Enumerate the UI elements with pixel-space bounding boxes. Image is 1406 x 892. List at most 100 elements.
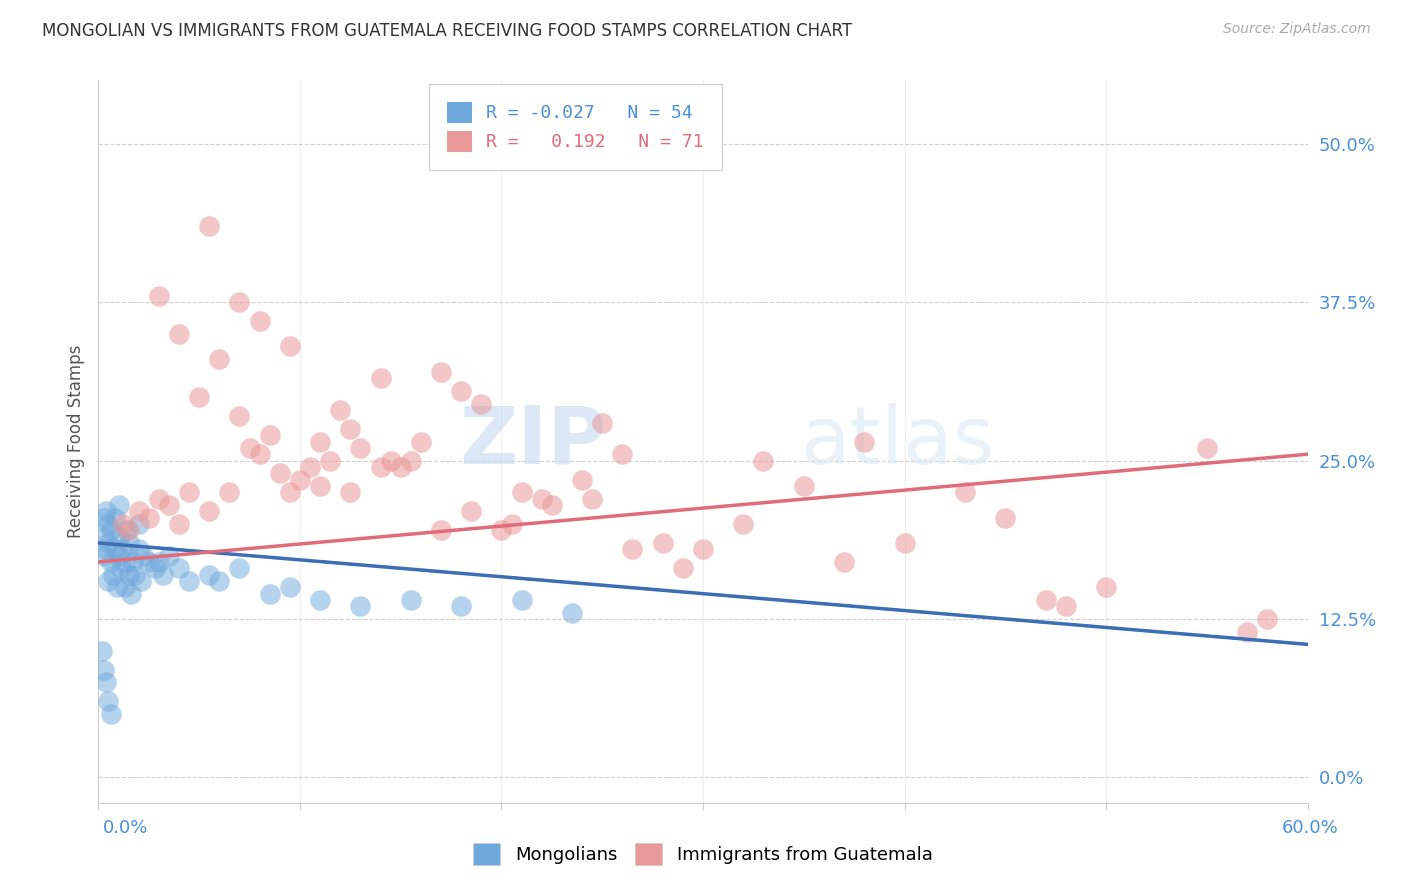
Point	[380, 453, 402, 467]
Point	[167, 561, 190, 575]
Point	[143, 561, 166, 575]
Legend: Mongolians, Immigrants from Guatemala: Mongolians, Immigrants from Guatemala	[464, 834, 942, 874]
Point	[107, 549, 129, 563]
Point	[259, 587, 281, 601]
Point	[752, 453, 775, 467]
Point	[188, 390, 211, 404]
Point	[450, 384, 472, 398]
Point	[152, 567, 174, 582]
Point	[121, 555, 143, 569]
Point	[101, 567, 124, 582]
Point	[239, 441, 262, 455]
Point	[450, 599, 472, 614]
Point	[218, 485, 240, 500]
Point	[692, 542, 714, 557]
Point	[733, 516, 755, 531]
Point	[1035, 593, 1057, 607]
Point	[138, 555, 160, 569]
Point	[97, 694, 120, 708]
Point	[651, 536, 673, 550]
Point	[100, 707, 122, 722]
Point	[591, 416, 613, 430]
Text: 0.0%: 0.0%	[103, 819, 148, 837]
Point	[349, 441, 371, 455]
Point	[501, 516, 523, 531]
Y-axis label: Receiving Food Stamps: Receiving Food Stamps	[66, 345, 84, 538]
Text: atlas: atlas	[800, 402, 994, 481]
Point	[339, 422, 361, 436]
Point	[105, 580, 128, 594]
Point	[278, 339, 301, 353]
Point	[138, 510, 160, 524]
Point	[179, 485, 201, 500]
Point	[430, 365, 453, 379]
Point	[309, 593, 332, 607]
Point	[1256, 612, 1278, 626]
Point	[470, 396, 492, 410]
Point	[389, 459, 412, 474]
Text: Source: ZipAtlas.com: Source: ZipAtlas.com	[1223, 22, 1371, 37]
Point	[129, 574, 152, 588]
Point	[561, 606, 583, 620]
Point	[510, 485, 533, 500]
Point	[953, 485, 976, 500]
Point	[107, 530, 129, 544]
Point	[91, 643, 114, 657]
Point	[621, 542, 644, 557]
Point	[132, 549, 155, 563]
Point	[118, 523, 141, 537]
Point	[100, 555, 122, 569]
Point	[110, 561, 132, 575]
Point	[853, 434, 876, 449]
Point	[208, 574, 231, 588]
Point	[530, 491, 553, 506]
Text: 60.0%: 60.0%	[1282, 819, 1339, 837]
Point	[893, 536, 915, 550]
Point	[319, 453, 342, 467]
Text: MONGOLIAN VS IMMIGRANTS FROM GUATEMALA RECEIVING FOOD STAMPS CORRELATION CHART: MONGOLIAN VS IMMIGRANTS FROM GUATEMALA R…	[42, 22, 852, 40]
Point	[309, 479, 332, 493]
Point	[1095, 580, 1118, 594]
Point	[114, 580, 136, 594]
Point	[399, 593, 422, 607]
Point	[309, 434, 332, 449]
Point	[198, 219, 221, 233]
Point	[269, 467, 291, 481]
Point	[249, 314, 271, 328]
Point	[97, 536, 120, 550]
Point	[1236, 624, 1258, 639]
Point	[111, 516, 134, 531]
Point	[93, 510, 115, 524]
Point	[994, 510, 1017, 524]
Point	[118, 536, 141, 550]
Point	[100, 523, 122, 537]
Point	[103, 542, 125, 557]
Point	[128, 542, 150, 557]
Point	[832, 555, 855, 569]
Point	[120, 587, 142, 601]
Point	[399, 453, 422, 467]
Point	[179, 574, 201, 588]
Point	[278, 580, 301, 594]
Text: ZIP: ZIP	[458, 402, 606, 481]
Point	[93, 663, 115, 677]
Point	[93, 549, 115, 563]
Point	[370, 459, 392, 474]
Point	[198, 567, 221, 582]
Point	[114, 555, 136, 569]
Legend: R = -0.027   N = 54, R =   0.192   N = 71: R = -0.027 N = 54, R = 0.192 N = 71	[434, 89, 717, 164]
Point	[103, 510, 125, 524]
Point	[612, 447, 634, 461]
Point	[249, 447, 271, 461]
Point	[157, 549, 180, 563]
Point	[793, 479, 815, 493]
Point	[581, 491, 603, 506]
Point	[370, 371, 392, 385]
Point	[96, 675, 118, 690]
Point	[96, 542, 118, 557]
Point	[124, 567, 146, 582]
Point	[167, 326, 190, 341]
Point	[208, 352, 231, 367]
Point	[128, 504, 150, 518]
Point	[228, 561, 250, 575]
